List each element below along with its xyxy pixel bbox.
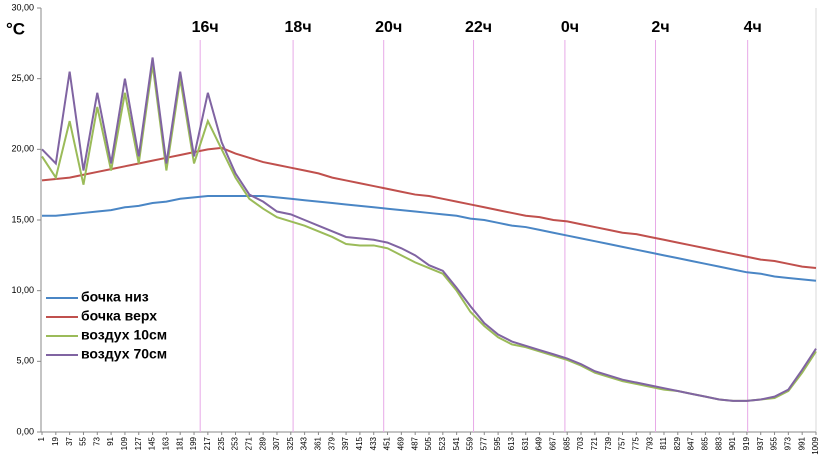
x-tick-label: 127	[134, 436, 143, 450]
x-tick-label: 91	[106, 436, 115, 445]
x-tick-label: 775	[631, 436, 640, 450]
x-tick-label: 19	[51, 436, 60, 445]
legend-label: воздух 70см	[81, 346, 167, 362]
y-tick-label: 0,00	[16, 426, 34, 436]
x-tick-label: 73	[92, 436, 101, 445]
x-tick-label: 307	[272, 436, 281, 450]
x-tick-label: 649	[535, 436, 544, 450]
x-tick-label: 631	[521, 436, 530, 450]
series-line	[41, 146, 817, 270]
x-tick-label: 361	[314, 436, 323, 450]
x-tick-label: 55	[79, 436, 88, 445]
series-line	[41, 57, 817, 402]
x-tick-label: 739	[604, 436, 613, 450]
x-tick-label: 721	[590, 436, 599, 450]
x-tick-label: 181	[175, 436, 184, 450]
x-tick-label: 343	[300, 436, 309, 450]
x-tick-label: 37	[65, 436, 74, 445]
x-tick-label: 235	[217, 436, 226, 450]
y-tick-label: 30,00	[11, 2, 34, 12]
hour-label: 18ч	[285, 19, 312, 36]
hour-label: 16ч	[192, 19, 219, 36]
x-tick-label: 1	[37, 436, 46, 441]
x-tick-label: 433	[369, 436, 378, 450]
x-tick-label: 829	[673, 436, 682, 450]
x-tick-label: 919	[742, 436, 751, 450]
x-tick-label: 991	[797, 436, 806, 450]
x-tick-label: 289	[258, 436, 267, 450]
x-tick-label: 757	[618, 436, 627, 450]
x-tick-label: 559	[466, 436, 475, 450]
x-tick-label: 325	[286, 436, 295, 450]
y-tick-label: 10,00	[11, 285, 34, 295]
x-tick-label: 595	[493, 436, 502, 450]
x-tick-label: 955	[770, 436, 779, 450]
x-tick-label: 865	[701, 436, 710, 450]
legend-label: бочка низ	[81, 289, 149, 305]
x-tick-label: 217	[203, 436, 212, 450]
x-tick-label: 901	[728, 436, 737, 450]
x-tick-label: 1009	[811, 436, 820, 454]
x-tick-label: 793	[645, 436, 654, 450]
hour-label: 20ч	[375, 19, 402, 36]
x-tick-label: 883	[714, 436, 723, 450]
y-tick-label: 25,00	[11, 73, 34, 83]
legend-label: бочка верх	[81, 308, 157, 324]
x-tick-label: 505	[424, 436, 433, 450]
x-tick-label: 937	[756, 436, 765, 450]
x-tick-label: 253	[231, 436, 240, 450]
hour-label: 4ч	[744, 19, 762, 36]
x-tick-label: 847	[687, 436, 696, 450]
x-tick-label: 415	[355, 436, 364, 450]
x-tick-label: 199	[189, 436, 198, 450]
y-tick-label: 5,00	[16, 356, 34, 366]
x-tick-label: 811	[659, 436, 668, 449]
x-tick-label: 469	[396, 436, 405, 450]
x-tick-label: 973	[783, 436, 792, 450]
y-axis-label: °C	[6, 19, 25, 38]
x-tick-label: 685	[562, 436, 571, 450]
x-tick-label: 577	[479, 436, 488, 450]
hour-label: 22ч	[465, 19, 492, 36]
hour-label: 2ч	[651, 19, 669, 36]
y-tick-label: 20,00	[11, 144, 34, 154]
x-tick-label: 541	[452, 436, 461, 450]
x-tick-label: 145	[148, 436, 157, 450]
x-tick-label: 451	[383, 436, 392, 450]
x-tick-label: 379	[327, 436, 336, 450]
x-tick-label: 523	[438, 436, 447, 450]
y-tick-label: 15,00	[11, 214, 34, 224]
x-tick-label: 613	[507, 436, 516, 450]
x-tick-label: 487	[410, 436, 419, 450]
x-tick-label: 703	[576, 436, 585, 450]
x-tick-label: 109	[120, 436, 129, 450]
hour-label: 0ч	[561, 19, 579, 36]
series-line	[42, 194, 817, 282]
x-tick-label: 667	[549, 436, 558, 450]
x-tick-label: 397	[341, 436, 350, 450]
x-tick-label: 271	[244, 436, 253, 450]
legend-label: воздух 10см	[81, 327, 167, 343]
x-tick-label: 163	[162, 436, 171, 450]
